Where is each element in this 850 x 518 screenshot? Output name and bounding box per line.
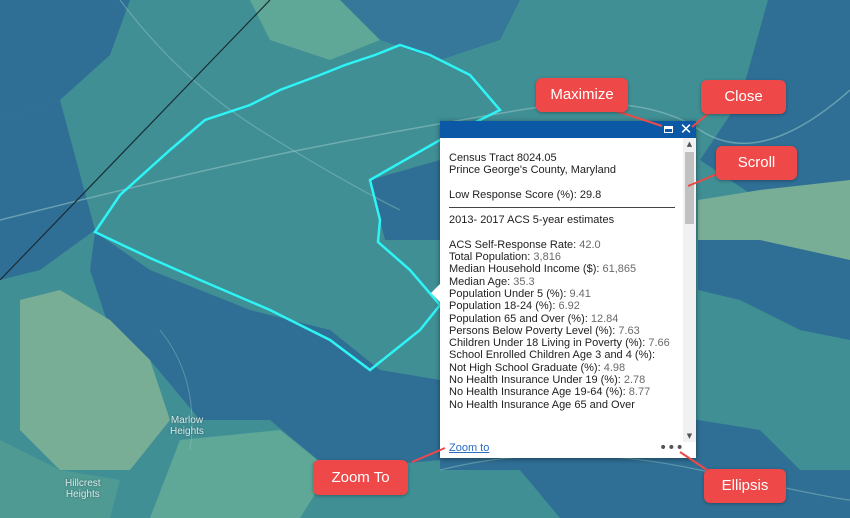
tract-dark-west[interactable] xyxy=(0,100,95,280)
ellipsis-callout: Ellipsis xyxy=(704,469,786,503)
tract-light-top[interactable] xyxy=(250,0,380,60)
tract-title: Census Tract 8024.05 xyxy=(449,152,557,164)
field-label: Total Population: xyxy=(449,251,531,264)
field-label: Population Under 5 (%): xyxy=(449,287,567,300)
map-label-marlow-heights: Marlow Heights xyxy=(170,415,204,437)
low-response-value: 29.8 xyxy=(579,188,602,201)
field-row: Median Age: 35.3 xyxy=(449,276,683,288)
field-row: Not High School Graduate (%): 4.98 xyxy=(449,362,683,374)
tract-dark-top[interactable] xyxy=(340,0,520,60)
field-row: No Health Insurance Age 19-64 (%): 8.77 xyxy=(449,386,683,398)
popup-header: ✕ xyxy=(440,121,696,138)
field-row: Population Under 5 (%): 9.41 xyxy=(449,288,683,300)
field-row: School Enrolled Children Age 3 and 4 (%)… xyxy=(449,349,683,361)
field-row: Median Household Income ($): 61,865 xyxy=(449,263,683,275)
field-label: No Health Insurance Under 19 (%): xyxy=(449,374,621,387)
field-row: Persons Below Poverty Level (%): 7.63 xyxy=(449,325,683,337)
field-value: 7.63 xyxy=(618,324,640,337)
divider xyxy=(449,207,675,209)
field-value: 9.41 xyxy=(569,287,591,300)
field-value: 8.77 xyxy=(628,386,651,399)
tract-light-south[interactable] xyxy=(150,430,330,518)
zoom-to-callout: Zoom To xyxy=(313,460,408,495)
tract-pale-east[interactable] xyxy=(698,180,850,260)
maximize-callout: Maximize xyxy=(536,78,628,112)
field-label: Persons Below Poverty Level (%): xyxy=(449,324,616,337)
scroll-callout: Scroll xyxy=(716,146,797,180)
tract-dark-northwest[interactable] xyxy=(0,0,130,120)
popup-content[interactable]: Census Tract 8024.05 Prince George's Cou… xyxy=(440,138,683,442)
field-label: School Enrolled Children Age 3 and 4 (%)… xyxy=(449,349,656,362)
maximize-icon[interactable] xyxy=(661,122,675,136)
field-label: ACS Self-Response Rate: xyxy=(449,238,577,251)
field-row: No Health Insurance Age 65 and Over xyxy=(449,399,683,411)
field-value: 7.66 xyxy=(648,337,670,350)
scroll-up-icon[interactable]: ▲ xyxy=(686,140,693,148)
low-response-row: Low Response Score (%): 29.8 xyxy=(449,189,683,201)
info-popup[interactable]: ✕ Census Tract 8024.05 Prince George's C… xyxy=(431,121,696,458)
low-response-label: Low Response Score (%): xyxy=(449,188,577,201)
popup-scrollbar[interactable]: ▲ ▼ xyxy=(683,138,696,442)
field-value: 6.92 xyxy=(558,300,580,313)
tract-light-southwest-corner[interactable] xyxy=(0,440,120,518)
close-callout: Close xyxy=(701,80,786,114)
zoom-to-link[interactable]: Zoom to xyxy=(449,442,490,454)
field-value: 35.3 xyxy=(513,275,535,288)
field-row: Children Under 18 Living in Poverty (%):… xyxy=(449,337,683,349)
field-value: 4.98 xyxy=(603,361,626,374)
scroll-down-icon[interactable]: ▼ xyxy=(686,432,693,440)
tract-pale-southwest[interactable] xyxy=(20,290,170,470)
tract-dark-central[interactable] xyxy=(90,232,440,470)
field-row: ACS Self-Response Rate: 42.0 xyxy=(449,239,683,251)
estimates-heading: 2013- 2017 ACS 5-year estimates xyxy=(449,214,615,227)
field-label: No Health Insurance Age 65 and Over xyxy=(449,398,635,411)
field-value: 2.78 xyxy=(623,374,646,387)
field-label: Not High School Graduate (%): xyxy=(449,361,601,374)
field-value: 3,816 xyxy=(533,251,561,264)
road-line xyxy=(0,89,850,221)
field-value: 61,865 xyxy=(602,263,637,276)
tract-dark-northcenter[interactable] xyxy=(370,160,440,240)
field-label: Median Age: xyxy=(449,275,511,288)
field-row: Population 65 and Over (%): 12.84 xyxy=(449,313,683,325)
road-line xyxy=(119,0,401,211)
map-label-hillcrest-heights: Hillcrest Heights xyxy=(65,478,101,500)
field-label: Median Household Income ($): xyxy=(449,263,600,276)
field-row: Population 18-24 (%): 6.92 xyxy=(449,300,683,312)
county-title: Prince George's County, Maryland xyxy=(449,164,616,177)
ellipsis-icon[interactable]: ••• xyxy=(659,440,684,456)
popup-pointer xyxy=(431,284,440,302)
field-label: Children Under 18 Living in Poverty (%): xyxy=(449,337,646,350)
field-row: Total Population: 3,816 xyxy=(449,251,683,263)
field-label: Population 18-24 (%): xyxy=(449,300,556,313)
field-row: No Health Insurance Under 19 (%): 2.78 xyxy=(449,374,683,386)
field-value: 42.0 xyxy=(579,238,601,251)
field-label: No Health Insurance Age 19-64 (%): xyxy=(449,386,626,399)
field-value: 12.84 xyxy=(590,312,619,325)
close-icon[interactable]: ✕ xyxy=(679,120,693,138)
road-line xyxy=(159,329,193,451)
popup-footer: Zoom to ••• xyxy=(440,440,696,458)
county-boundary xyxy=(0,0,271,281)
field-label: Population 65 and Over (%): xyxy=(449,312,588,325)
scrollbar-thumb[interactable] xyxy=(685,152,694,224)
field-list: ACS Self-Response Rate: 42.0 Total Popula… xyxy=(449,239,683,411)
